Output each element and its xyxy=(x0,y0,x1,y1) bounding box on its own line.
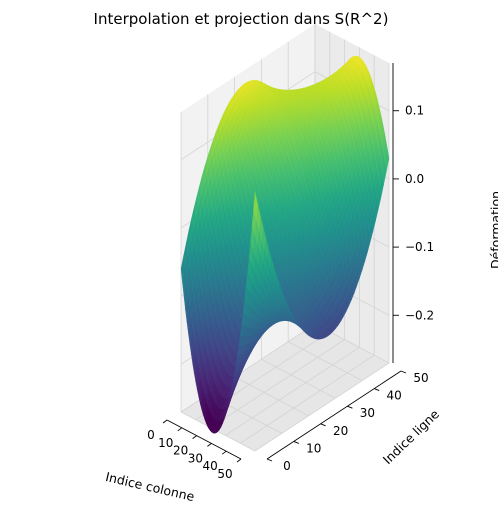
grid-line xyxy=(239,354,375,444)
x-tick xyxy=(221,450,227,455)
z-tick-label: 0.0 xyxy=(405,172,424,186)
y-tick-label: 20 xyxy=(333,424,348,438)
x-axis-label: Indice colonne xyxy=(104,469,196,504)
y-tick-label: 50 xyxy=(413,371,428,385)
x-tick xyxy=(162,419,168,424)
x-tick xyxy=(207,443,212,447)
y-tick xyxy=(320,423,326,427)
x-tick-label: 10 xyxy=(158,436,173,450)
x-tick-label: 30 xyxy=(188,451,203,465)
y-tick xyxy=(347,405,353,409)
chart-title: Interpolation et projection dans S(R^2) xyxy=(94,10,389,28)
x-tick xyxy=(192,435,197,439)
y-tick xyxy=(266,458,273,462)
x-tick-label: 50 xyxy=(217,467,232,481)
x-tick xyxy=(236,458,242,463)
x-tick xyxy=(177,427,183,432)
y-tick xyxy=(374,388,380,392)
z-axis-label: Déformation xyxy=(488,191,498,269)
x-tick-label: 40 xyxy=(203,459,218,473)
floor-pane xyxy=(181,324,389,451)
grid-line xyxy=(234,376,309,417)
grid-line xyxy=(261,358,336,399)
z-tick-label: −0.1 xyxy=(405,240,434,254)
x-tick-label: 0 xyxy=(147,428,155,442)
y-tick-label: 40 xyxy=(387,389,402,403)
surface-plot xyxy=(180,55,390,434)
grid-line xyxy=(210,339,345,428)
grid-line xyxy=(225,347,360,436)
z-tick-label: −0.2 xyxy=(405,308,434,322)
y-tick xyxy=(293,440,299,444)
y-axis-label: Indice ligne xyxy=(380,406,442,467)
z-tick-label: 0.1 xyxy=(405,104,424,118)
surface-patch xyxy=(253,191,258,221)
y-tick-label: 30 xyxy=(360,406,375,420)
grid-line xyxy=(254,362,390,452)
y-tick-label: 10 xyxy=(306,441,321,455)
y-tick xyxy=(400,370,407,374)
x-axis-line xyxy=(166,419,242,460)
y-axis-line xyxy=(266,370,402,460)
y-tick-label: 0 xyxy=(283,459,291,473)
x-tick-label: 20 xyxy=(173,444,188,458)
grid-line xyxy=(288,341,363,381)
